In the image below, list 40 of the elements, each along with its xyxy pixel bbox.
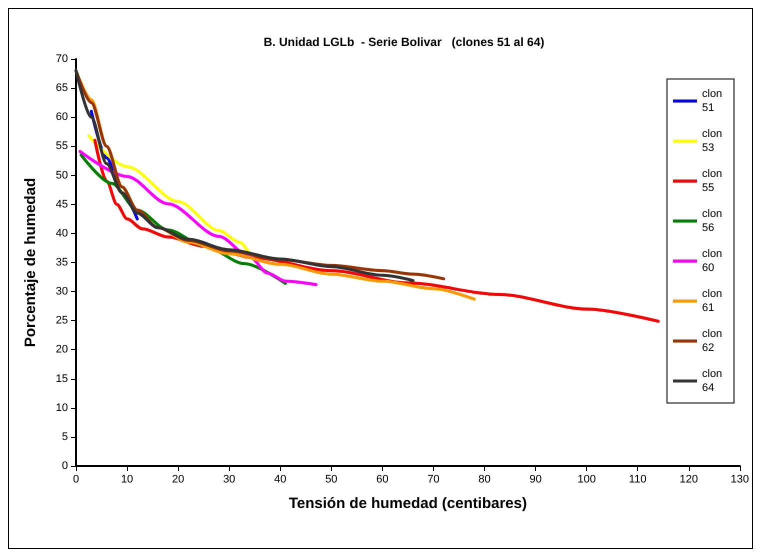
y-tick-label: 10 bbox=[56, 402, 68, 414]
x-tick-label: 40 bbox=[274, 474, 286, 486]
legend-label: clon 61 bbox=[702, 288, 726, 314]
x-tick-label: 60 bbox=[376, 474, 389, 486]
x-tick-label: 10 bbox=[120, 474, 134, 486]
x-tick-label: 70 bbox=[427, 474, 440, 486]
y-tick-label: 70 bbox=[56, 53, 68, 65]
x-tick-label: 0 bbox=[72, 474, 80, 486]
y-tick-label: 60 bbox=[56, 111, 68, 124]
y-tick-label: 15 bbox=[56, 372, 68, 385]
legend-label: clon 62 bbox=[702, 328, 726, 354]
x-tick-label: 50 bbox=[325, 474, 338, 486]
x-tick-label: 100 bbox=[577, 474, 596, 486]
x-axis-title: Tensión de humedad (centibares) bbox=[288, 495, 527, 512]
y-tick-label: 45 bbox=[56, 198, 68, 210]
x-tick-label: 130 bbox=[730, 474, 750, 486]
y-tick-label: 65 bbox=[56, 82, 68, 94]
chart-title: B. Unidad LGLb - Serie Bolivar (clones 51 al 64) bbox=[264, 35, 544, 49]
x-tick-label: 30 bbox=[223, 474, 236, 486]
y-tick-label: 30 bbox=[56, 286, 68, 298]
legend-label: clon 56 bbox=[702, 208, 726, 234]
legend-label: clon 55 bbox=[702, 168, 726, 194]
legend-label: clon 60 bbox=[702, 248, 726, 274]
y-tick-label: 5 bbox=[62, 430, 68, 443]
legend-label: clon 64 bbox=[702, 368, 726, 394]
x-tick-label: 110 bbox=[628, 474, 646, 486]
legend-label: clon 53 bbox=[702, 128, 726, 154]
legend-label: clon 51 bbox=[702, 88, 726, 114]
y-tick-label: 25 bbox=[56, 314, 68, 327]
x-tick-label: 80 bbox=[478, 474, 491, 486]
y-tick-label: 40 bbox=[56, 227, 68, 240]
y-tick-label: 50 bbox=[56, 169, 68, 182]
y-tick-label: 55 bbox=[56, 140, 68, 152]
x-tick-label: 90 bbox=[529, 474, 542, 486]
y-tick-label: 0 bbox=[62, 460, 68, 472]
y-tick-label: 35 bbox=[56, 256, 68, 268]
x-tick-label: 20 bbox=[172, 474, 184, 486]
y-tick-label: 20 bbox=[56, 344, 68, 356]
x-tick-label: 120 bbox=[680, 474, 698, 486]
y-axis-title: Porcentaje de humedad bbox=[22, 178, 39, 348]
